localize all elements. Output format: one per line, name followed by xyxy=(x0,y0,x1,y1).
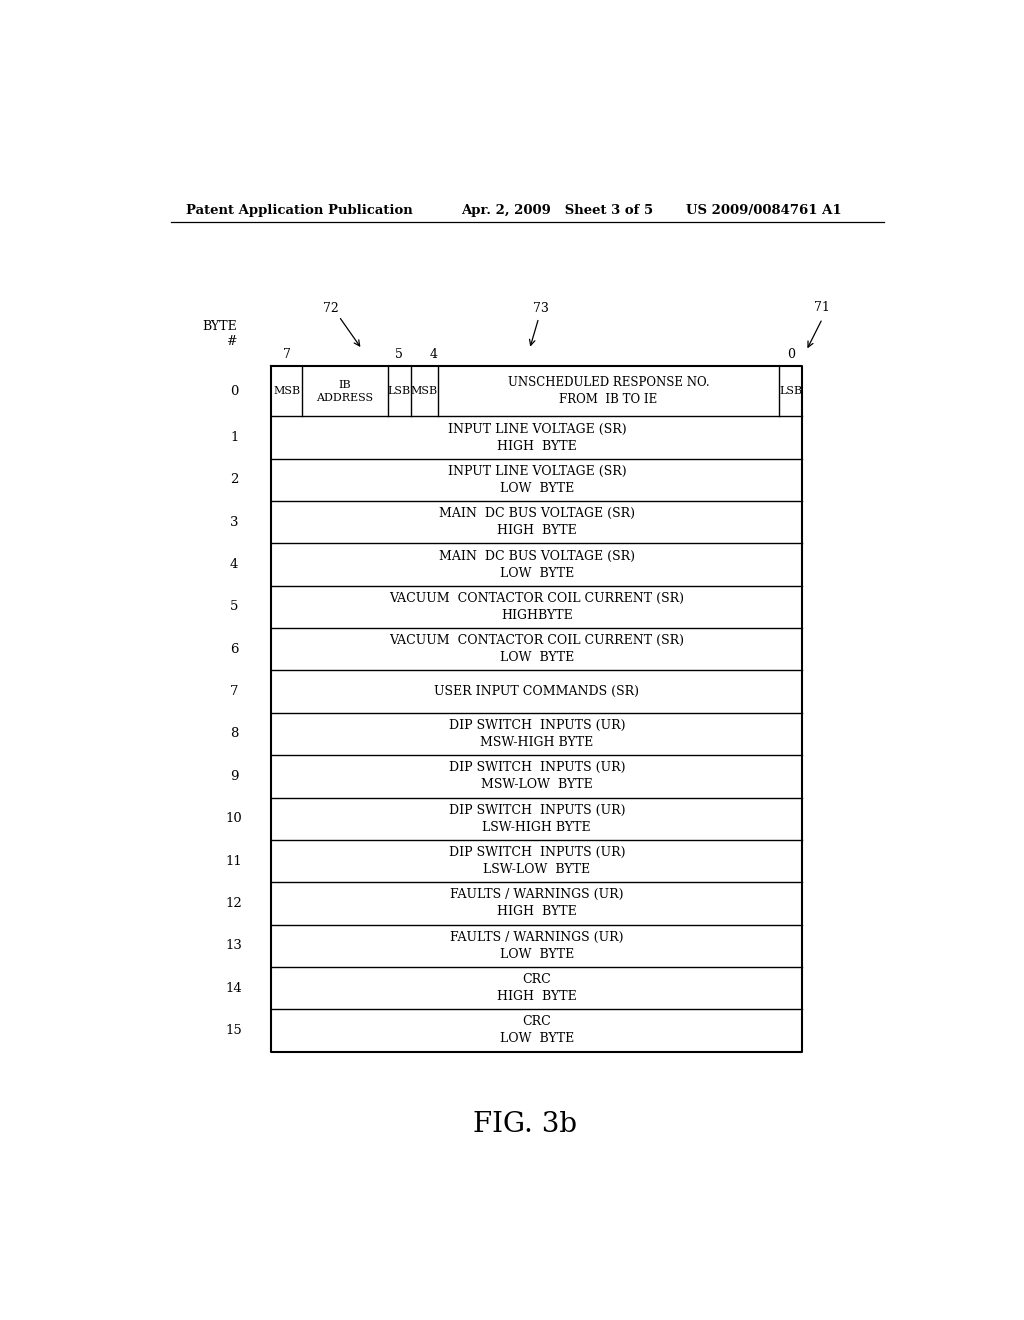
Text: IB
ADDRESS: IB ADDRESS xyxy=(316,380,374,403)
Text: 4: 4 xyxy=(430,348,438,362)
Text: 9: 9 xyxy=(230,770,239,783)
Text: 7: 7 xyxy=(283,348,291,362)
Text: 10: 10 xyxy=(226,812,243,825)
Text: 11: 11 xyxy=(226,854,243,867)
Text: 6: 6 xyxy=(230,643,239,656)
Text: 1: 1 xyxy=(230,432,239,444)
Text: 13: 13 xyxy=(225,940,243,952)
Text: LSB: LSB xyxy=(388,387,411,396)
Text: 72: 72 xyxy=(324,302,339,315)
Text: 73: 73 xyxy=(534,302,549,315)
Text: MAIN  DC BUS VOLTAGE (SR)
HIGH  BYTE: MAIN DC BUS VOLTAGE (SR) HIGH BYTE xyxy=(439,507,635,537)
Text: 5: 5 xyxy=(395,348,403,362)
Text: Patent Application Publication: Patent Application Publication xyxy=(186,205,413,218)
Text: 8: 8 xyxy=(230,727,239,741)
Text: MAIN  DC BUS VOLTAGE (SR)
LOW  BYTE: MAIN DC BUS VOLTAGE (SR) LOW BYTE xyxy=(439,549,635,579)
Text: VACUUM  CONTACTOR COIL CURRENT (SR)
LOW  BYTE: VACUUM CONTACTOR COIL CURRENT (SR) LOW B… xyxy=(389,635,684,664)
Text: BYTE: BYTE xyxy=(202,319,237,333)
Text: 12: 12 xyxy=(226,896,243,909)
Text: 14: 14 xyxy=(226,982,243,994)
Text: UNSCHEDULED RESPONSE NO.
FROM  IB TO IE: UNSCHEDULED RESPONSE NO. FROM IB TO IE xyxy=(508,376,710,407)
Text: 4: 4 xyxy=(230,558,239,572)
Text: US 2009/0084761 A1: US 2009/0084761 A1 xyxy=(686,205,842,218)
Text: 7: 7 xyxy=(230,685,239,698)
Text: CRC
LOW  BYTE: CRC LOW BYTE xyxy=(500,1015,573,1045)
Text: MSB: MSB xyxy=(273,387,300,396)
Text: 15: 15 xyxy=(226,1024,243,1038)
Text: MSB: MSB xyxy=(411,387,438,396)
Text: DIP SWITCH  INPUTS (UR)
LSW-HIGH BYTE: DIP SWITCH INPUTS (UR) LSW-HIGH BYTE xyxy=(449,804,625,834)
Text: VACUUM  CONTACTOR COIL CURRENT (SR)
HIGHBYTE: VACUUM CONTACTOR COIL CURRENT (SR) HIGHB… xyxy=(389,591,684,622)
Text: 71: 71 xyxy=(814,301,829,314)
Text: 0: 0 xyxy=(786,348,795,362)
Text: INPUT LINE VOLTAGE (SR)
HIGH  BYTE: INPUT LINE VOLTAGE (SR) HIGH BYTE xyxy=(447,422,626,453)
Text: INPUT LINE VOLTAGE (SR)
LOW  BYTE: INPUT LINE VOLTAGE (SR) LOW BYTE xyxy=(447,465,626,495)
Text: Apr. 2, 2009   Sheet 3 of 5: Apr. 2, 2009 Sheet 3 of 5 xyxy=(461,205,653,218)
Text: FAULTS / WARNINGS (UR)
LOW  BYTE: FAULTS / WARNINGS (UR) LOW BYTE xyxy=(451,931,624,961)
Text: 2: 2 xyxy=(230,474,239,486)
Text: DIP SWITCH  INPUTS (UR)
MSW-HIGH BYTE: DIP SWITCH INPUTS (UR) MSW-HIGH BYTE xyxy=(449,719,625,748)
Text: 0: 0 xyxy=(230,385,239,397)
Text: CRC
HIGH  BYTE: CRC HIGH BYTE xyxy=(497,973,577,1003)
Text: DIP SWITCH  INPUTS (UR)
LSW-LOW  BYTE: DIP SWITCH INPUTS (UR) LSW-LOW BYTE xyxy=(449,846,625,876)
Text: 3: 3 xyxy=(230,516,239,529)
Text: DIP SWITCH  INPUTS (UR)
MSW-LOW  BYTE: DIP SWITCH INPUTS (UR) MSW-LOW BYTE xyxy=(449,762,625,791)
Text: FAULTS / WARNINGS (UR)
HIGH  BYTE: FAULTS / WARNINGS (UR) HIGH BYTE xyxy=(451,888,624,919)
Text: #: # xyxy=(226,335,237,348)
Text: FIG. 3b: FIG. 3b xyxy=(473,1111,577,1138)
Text: USER INPUT COMMANDS (SR): USER INPUT COMMANDS (SR) xyxy=(434,685,639,698)
Text: 5: 5 xyxy=(230,601,239,614)
Text: LSB: LSB xyxy=(779,387,802,396)
